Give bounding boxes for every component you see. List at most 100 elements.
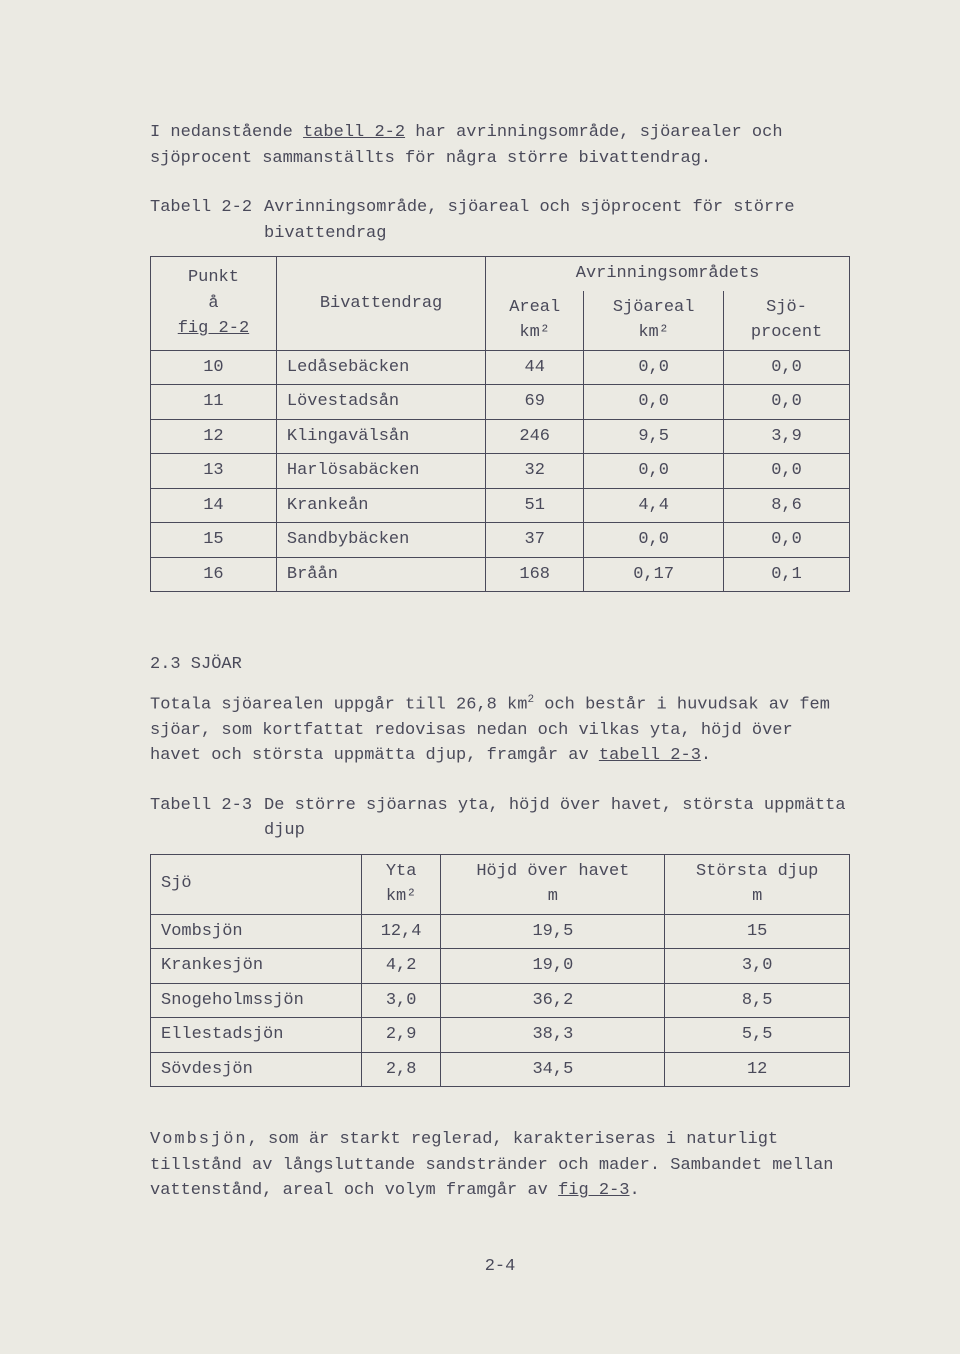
table2-caption: Tabell 2-3 De större sjöarnas yta, höjd … [150, 793, 850, 844]
cell-name: Bråån [276, 557, 485, 592]
cell-areal: 246 [486, 419, 584, 454]
cell-sjo: Snogeholmssjön [151, 983, 362, 1018]
cell-punkt: 16 [151, 557, 277, 592]
intro-text-pre: I nedanstående [150, 123, 303, 142]
cell-sjoareal: 0,0 [584, 350, 724, 385]
t2-head-yta-top: Yta [386, 862, 417, 881]
cell-sjoprocent: 8,6 [724, 488, 850, 523]
table-row: 11Lövestadsån690,00,0 [151, 385, 850, 420]
cell-areal: 168 [486, 557, 584, 592]
table-row: Snogeholmssjön3,036,28,5 [151, 983, 850, 1018]
cell-name: Sandbybäcken [276, 523, 485, 558]
intro-paragraph: I nedanstående tabell 2-2 har avrinnings… [150, 120, 850, 171]
table-row: 13Harlösabäcken320,00,0 [151, 454, 850, 489]
cell-sjoprocent: 0,0 [724, 454, 850, 489]
t1-head-areal-top: Areal [509, 298, 560, 317]
cell-yta: 3,0 [361, 983, 441, 1018]
table-row: 15Sandbybäcken370,00,0 [151, 523, 850, 558]
t1-head-sjoareal-bot: km² [638, 323, 669, 342]
cell-sjoprocent: 0,0 [724, 385, 850, 420]
table-row: Ellestadsjön2,938,35,5 [151, 1018, 850, 1053]
cell-sjo: Ellestadsjön [151, 1018, 362, 1053]
t2-head-djup-top: Största djup [696, 862, 818, 881]
t1-head-punkt: Punkt å fig 2-2 [151, 257, 277, 351]
table1-caption-desc: Avrinningsområde, sjöareal och sjöprocen… [264, 195, 850, 246]
cell-sjoareal: 4,4 [584, 488, 724, 523]
cell-name: Lövestadsån [276, 385, 485, 420]
t1-head-sjoareal: Sjöareal km² [584, 291, 724, 351]
cell-sjoareal: 0,0 [584, 523, 724, 558]
table-row: 14Krankeån514,48,6 [151, 488, 850, 523]
vombsjon-text-mid: , som är starkt reglerad, karakteriseras… [150, 1130, 834, 1200]
t1-head-punkt-top: Punkt [188, 268, 239, 287]
vombsjon-text-post: . [630, 1181, 640, 1200]
cell-sjoprocent: 0,1 [724, 557, 850, 592]
intro-table-ref: tabell 2-2 [303, 123, 405, 142]
table-row: 12Klingavälsån2469,53,9 [151, 419, 850, 454]
t2-head-hojd-bot: m [548, 887, 558, 906]
sjoar-text-pre: Totala sjöarealen uppgår till 26,8 km [150, 695, 527, 714]
cell-djup: 3,0 [665, 949, 850, 984]
cell-sjoareal: 0,0 [584, 454, 724, 489]
t1-head-bivattendrag: Bivattendrag [276, 257, 485, 351]
vombsjon-paragraph: Vombsjön, som är starkt reglerad, karakt… [150, 1127, 850, 1204]
cell-yta: 2,8 [361, 1052, 441, 1087]
sjoar-text-post: . [701, 746, 711, 765]
t1-head-sjoprocent-bot: procent [751, 323, 822, 342]
cell-djup: 15 [665, 914, 850, 949]
table-bivattendrag: Punkt å fig 2-2 Bivattendrag Avrinningso… [150, 256, 850, 592]
vombsjon-name: Vombsjön [150, 1130, 248, 1149]
t1-head-group: Avrinningsområdets [486, 257, 850, 291]
t2-head-djup: Största djup m [665, 854, 850, 914]
table-row: 10Ledåsebäcken440,00,0 [151, 350, 850, 385]
table2-caption-desc: De större sjöarnas yta, höjd över havet,… [264, 793, 850, 844]
sjoar-paragraph: Totala sjöarealen uppgår till 26,8 km2 o… [150, 692, 850, 769]
cell-name: Klingavälsån [276, 419, 485, 454]
cell-punkt: 10 [151, 350, 277, 385]
cell-sjoprocent: 0,0 [724, 523, 850, 558]
cell-djup: 12 [665, 1052, 850, 1087]
cell-name: Ledåsebäcken [276, 350, 485, 385]
section-heading-sjoar: 2.3 SJÖAR [150, 652, 850, 678]
page-number: 2-4 [150, 1254, 850, 1280]
table1-caption-label: Tabell 2-2 [150, 195, 252, 246]
cell-sjoareal: 0,0 [584, 385, 724, 420]
sjoar-table-ref: tabell 2-3 [599, 746, 701, 765]
cell-sjoprocent: 0,0 [724, 350, 850, 385]
cell-sjoprocent: 3,9 [724, 419, 850, 454]
cell-punkt: 12 [151, 419, 277, 454]
cell-areal: 51 [486, 488, 584, 523]
cell-punkt: 15 [151, 523, 277, 558]
cell-hojd: 34,5 [441, 1052, 665, 1087]
vombsjon-fig-ref: fig 2-3 [558, 1181, 629, 1200]
cell-hojd: 19,0 [441, 949, 665, 984]
cell-djup: 8,5 [665, 983, 850, 1018]
table-sjoar: Sjö Yta km² Höjd över havet m Största dj… [150, 854, 850, 1088]
cell-punkt: 11 [151, 385, 277, 420]
cell-djup: 5,5 [665, 1018, 850, 1053]
t1-head-sjoprocent: Sjö- procent [724, 291, 850, 351]
cell-areal: 69 [486, 385, 584, 420]
t2-head-yta-bot: km² [386, 887, 417, 906]
cell-hojd: 36,2 [441, 983, 665, 1018]
cell-sjo: Sövdesjön [151, 1052, 362, 1087]
t2-head-yta: Yta km² [361, 854, 441, 914]
cell-sjo: Krankesjön [151, 949, 362, 984]
table-row: Vombsjön12,419,515 [151, 914, 850, 949]
cell-areal: 37 [486, 523, 584, 558]
cell-areal: 32 [486, 454, 584, 489]
t1-head-sjoprocent-top: Sjö- [766, 298, 807, 317]
cell-yta: 4,2 [361, 949, 441, 984]
t1-head-areal: Areal km² [486, 291, 584, 351]
t2-head-hojd: Höjd över havet m [441, 854, 665, 914]
cell-yta: 2,9 [361, 1018, 441, 1053]
cell-punkt: 13 [151, 454, 277, 489]
table-row: Sövdesjön2,834,512 [151, 1052, 850, 1087]
cell-hojd: 19,5 [441, 914, 665, 949]
cell-sjoareal: 0,17 [584, 557, 724, 592]
cell-hojd: 38,3 [441, 1018, 665, 1053]
table-row: 16Bråån1680,170,1 [151, 557, 850, 592]
cell-areal: 44 [486, 350, 584, 385]
t1-head-punkt-bot: fig 2-2 [178, 319, 249, 338]
cell-punkt: 14 [151, 488, 277, 523]
